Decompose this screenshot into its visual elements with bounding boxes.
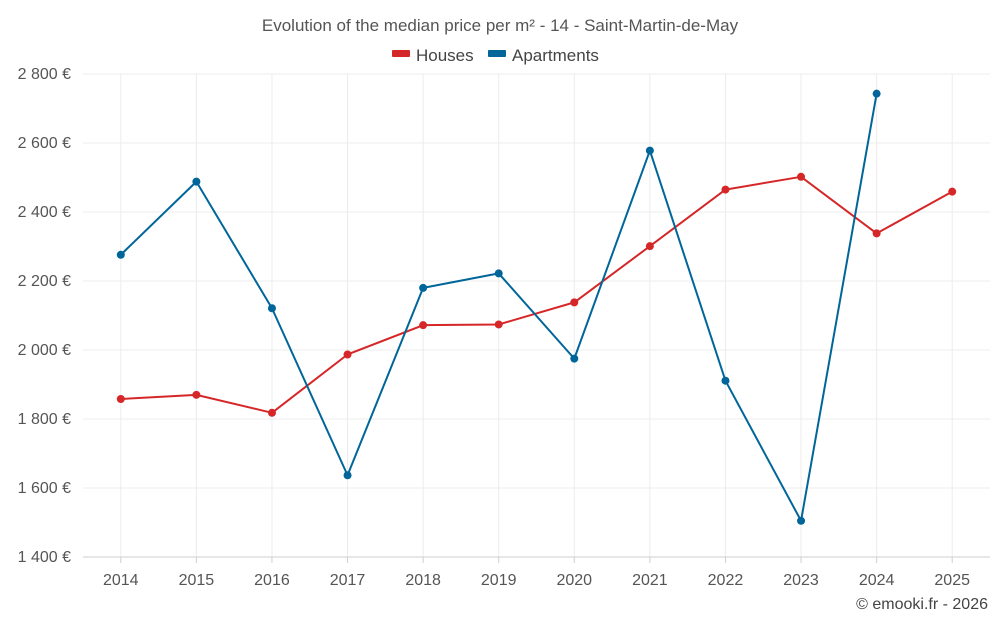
x-tick-label: 2019 [481,572,517,589]
series-line-houses [119,175,954,414]
x-tick-label: 2022 [708,572,744,589]
data-point-apartments[interactable] [797,516,806,525]
data-point-houses[interactable] [570,298,579,307]
y-tick-label: 2 200 € [18,273,71,290]
data-point-houses[interactable] [192,390,201,399]
y-tick-label: 2 000 € [18,342,71,359]
legend-swatch-apartments[interactable] [488,50,506,57]
data-point-houses[interactable] [343,350,352,359]
data-point-houses[interactable] [721,185,730,194]
data-point-houses[interactable] [267,408,276,417]
data-point-apartments[interactable] [721,376,730,385]
x-tick-label: 2014 [103,572,139,589]
series-lines [119,92,954,522]
y-axis-ticks: 1 400 € 1 600 € 1 800 € 2 000 € 2 200 € 2 400… [18,66,71,566]
data-point-apartments[interactable] [419,283,428,292]
data-point-houses[interactable] [948,187,957,196]
data-point-houses[interactable] [494,320,503,329]
grid-lines [83,73,990,557]
y-tick-label: 2 600 € [18,135,71,152]
y-tick-label: 1 600 € [18,480,71,497]
x-axis-ticks: 2014 2015 2016 2017 2018 2019 2020 2021 2022 2023… [103,572,970,589]
y-tick-label: 1 400 € [18,549,71,566]
data-point-apartments[interactable] [645,146,654,155]
footer-credit: © emooki.fr - 2026 [856,596,988,613]
data-point-apartments[interactable] [116,250,125,259]
x-tick-label: 2025 [934,572,970,589]
data-point-houses[interactable] [116,394,125,403]
chart-title: Evolution of the median price per m² - 1… [262,16,739,35]
x-tick-label: 2016 [254,572,290,589]
legend-swatch-houses[interactable] [392,50,410,57]
legend-label-houses[interactable]: Houses [416,46,474,65]
data-point-apartments[interactable] [494,269,503,278]
y-tick-label: 2 800 € [18,66,71,83]
x-tick-label: 2017 [330,572,366,589]
x-tick-label: 2024 [859,572,895,589]
legend: Houses Apartments [392,46,599,65]
data-point-houses[interactable] [797,172,806,181]
data-point-apartments[interactable] [267,304,276,313]
y-tick-label: 2 400 € [18,204,71,221]
data-point-apartments[interactable] [343,471,352,480]
legend-label-apartments[interactable]: Apartments [512,46,599,65]
axes [83,556,990,563]
x-tick-label: 2021 [632,572,668,589]
x-tick-label: 2020 [556,572,592,589]
data-point-apartments[interactable] [872,89,881,98]
data-point-houses[interactable] [419,321,428,330]
y-tick-label: 1 800 € [18,411,71,428]
x-tick-label: 2023 [783,572,819,589]
data-point-houses[interactable] [645,242,654,251]
data-point-apartments[interactable] [570,354,579,363]
data-points [116,89,957,525]
x-tick-label: 2018 [405,572,441,589]
data-point-apartments[interactable] [192,177,201,186]
data-point-houses[interactable] [872,229,881,238]
x-tick-label: 2015 [179,572,215,589]
